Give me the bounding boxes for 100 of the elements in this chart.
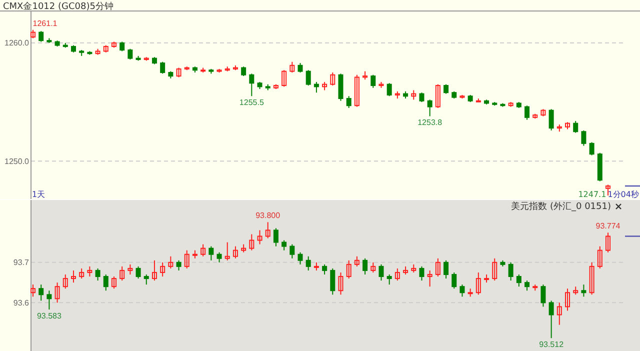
annotation: 1分04秒 — [608, 190, 639, 199]
candlestick — [46, 290, 52, 310]
candlestick — [338, 73, 344, 102]
candlestick — [306, 70, 311, 86]
candlestick — [346, 96, 352, 108]
annotation: 93.774 — [596, 222, 621, 231]
candlestick — [152, 260, 157, 282]
candlestick — [314, 81, 319, 94]
annotation: 1247.1 — [578, 190, 606, 199]
candlestick — [330, 72, 336, 86]
candlestick — [249, 234, 254, 251]
candlestick — [120, 266, 125, 282]
candlestick — [232, 246, 238, 259]
candlestick — [427, 270, 432, 288]
candlestick — [216, 252, 222, 263]
annotation: 93.800 — [256, 211, 281, 220]
candlestick — [362, 258, 368, 275]
annotation: 93.583 — [36, 312, 62, 321]
candlestick — [573, 120, 578, 134]
candlestick — [476, 272, 481, 296]
candlestick — [249, 73, 254, 97]
candlestick — [120, 41, 125, 52]
candlestick — [444, 260, 449, 280]
candlestick — [224, 242, 230, 261]
candlestick — [524, 280, 530, 292]
candlestick — [452, 272, 457, 290]
candlestick — [581, 130, 586, 146]
candlestick — [556, 302, 562, 326]
candlestick — [184, 250, 190, 269]
candlestick — [144, 274, 149, 286]
candlestick — [282, 70, 287, 88]
candlestick — [411, 90, 416, 100]
y-tick-label: 1250.0 — [4, 156, 30, 166]
annotation: 1253.8 — [418, 118, 443, 128]
candlestick — [38, 30, 44, 42]
candlestick — [354, 256, 360, 267]
candlestick — [444, 84, 449, 94]
candlestick — [54, 282, 60, 304]
candlestick — [386, 82, 392, 97]
candlestick — [30, 284, 36, 298]
candlestick — [176, 67, 182, 78]
candlestick — [492, 258, 498, 282]
candlestick — [597, 246, 602, 269]
candlestick — [79, 268, 84, 280]
y-tick-label: 93.6 — [13, 298, 30, 308]
candlestick — [265, 222, 270, 239]
candlestick — [581, 284, 586, 298]
candlestick — [548, 300, 554, 339]
candlestick — [128, 48, 133, 60]
candlestick — [70, 270, 76, 284]
candlestick — [346, 260, 352, 280]
chart-title: CMX金1012 (GC08)5分钟 — [3, 1, 114, 12]
candlestick — [168, 256, 174, 269]
candlestick — [460, 284, 465, 298]
candlestick — [241, 66, 246, 77]
annotation: 1天 — [32, 190, 46, 199]
candlestick — [160, 61, 166, 74]
candlestick — [427, 99, 432, 117]
candlestick — [565, 288, 570, 312]
candlestick — [290, 244, 295, 259]
candlestick — [606, 232, 610, 253]
candlestick — [524, 105, 530, 120]
annotation: 1255.5 — [239, 98, 264, 108]
candlestick — [38, 284, 44, 302]
candlestick — [290, 61, 295, 73]
candlestick — [200, 244, 206, 257]
candlestick — [606, 184, 610, 196]
chart-title: 美元指数 (外汇_0 0151) — [511, 201, 611, 212]
candlestick — [435, 258, 440, 278]
candlestick — [419, 92, 424, 103]
candlestick — [589, 262, 594, 296]
y-tick-label: 1260.0 — [4, 38, 30, 48]
annotation: 1261.1 — [32, 18, 58, 28]
candlestick — [394, 268, 400, 282]
candlestick — [548, 108, 554, 131]
candlestick — [386, 274, 392, 286]
candlestick — [370, 262, 376, 273]
candlestick — [257, 230, 262, 245]
candlestick — [306, 256, 311, 271]
candlestick — [87, 266, 92, 278]
candlestick — [208, 246, 214, 261]
candlestick — [95, 268, 100, 282]
candlestick — [354, 74, 360, 108]
candlestick — [540, 284, 546, 308]
candlestick — [419, 266, 424, 282]
candlestick — [516, 274, 522, 288]
candlestick — [322, 264, 328, 275]
candlestick — [508, 262, 514, 282]
candlestick — [298, 252, 303, 265]
candlestick — [282, 240, 287, 251]
candlestick — [330, 268, 336, 296]
candlestick — [338, 272, 344, 296]
candlestick — [378, 264, 384, 282]
candlestick — [435, 84, 440, 108]
candlestick — [62, 274, 68, 290]
candlestick — [273, 228, 278, 247]
candlestick — [176, 260, 182, 271]
y-tick-label: 93.7 — [13, 258, 30, 268]
candlestick — [128, 264, 133, 275]
candlestick — [298, 62, 303, 73]
